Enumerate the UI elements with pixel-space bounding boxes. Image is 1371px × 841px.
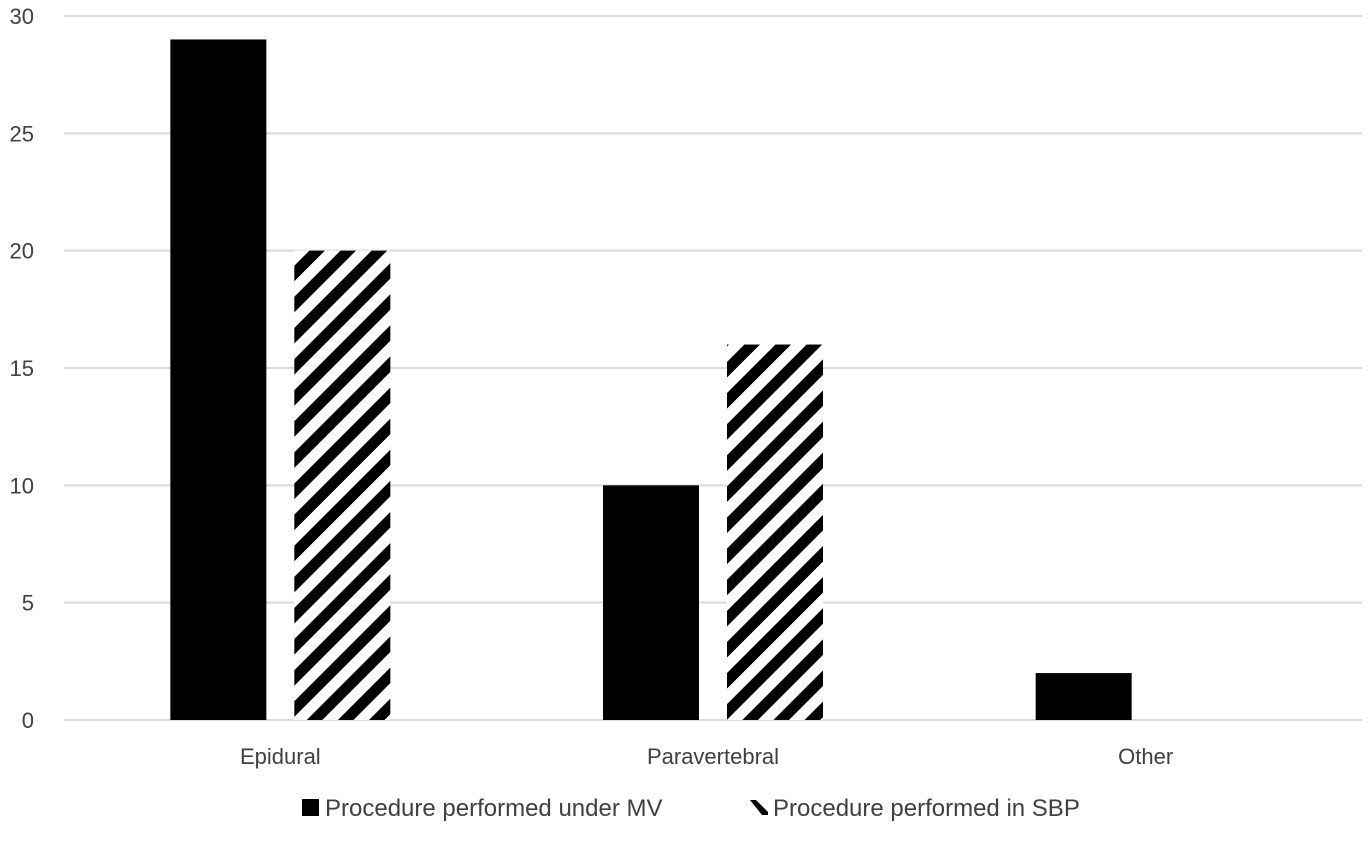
x-category-label: Paravertebral	[647, 744, 779, 769]
y-axis-tick-labels: 0 5 10 15 20 25 30	[10, 4, 34, 733]
legend-swatch-solid	[302, 799, 319, 816]
x-category-label: Other	[1118, 744, 1173, 769]
legend-label: Procedure performed under MV	[325, 795, 663, 822]
legend-label: Procedure performed in SBP	[773, 795, 1080, 822]
y-tick-label: 30	[10, 4, 34, 29]
y-tick-label: 15	[10, 356, 34, 381]
legend: Procedure performed under MV Procedure pe…	[302, 795, 1080, 822]
bar-paravertebral-series-1	[603, 485, 699, 720]
y-tick-label: 5	[22, 591, 34, 616]
y-tick-label: 20	[10, 239, 34, 264]
y-tick-label: 10	[10, 473, 34, 498]
bar-epidural-series-1	[170, 39, 267, 720]
y-tick-label: 25	[10, 121, 34, 146]
bar-epidural-series-2	[294, 250, 391, 720]
x-axis-category-labels: Epidural Paravertebral Other	[240, 744, 1173, 769]
bar-other-series-1	[1035, 673, 1132, 720]
bar-paravertebral-series-2	[727, 344, 823, 720]
gridlines	[64, 15, 1362, 721]
x-category-label: Epidural	[240, 744, 321, 769]
legend-swatch-hatched	[750, 800, 768, 815]
y-tick-label: 0	[22, 708, 34, 733]
bars	[170, 39, 1132, 720]
